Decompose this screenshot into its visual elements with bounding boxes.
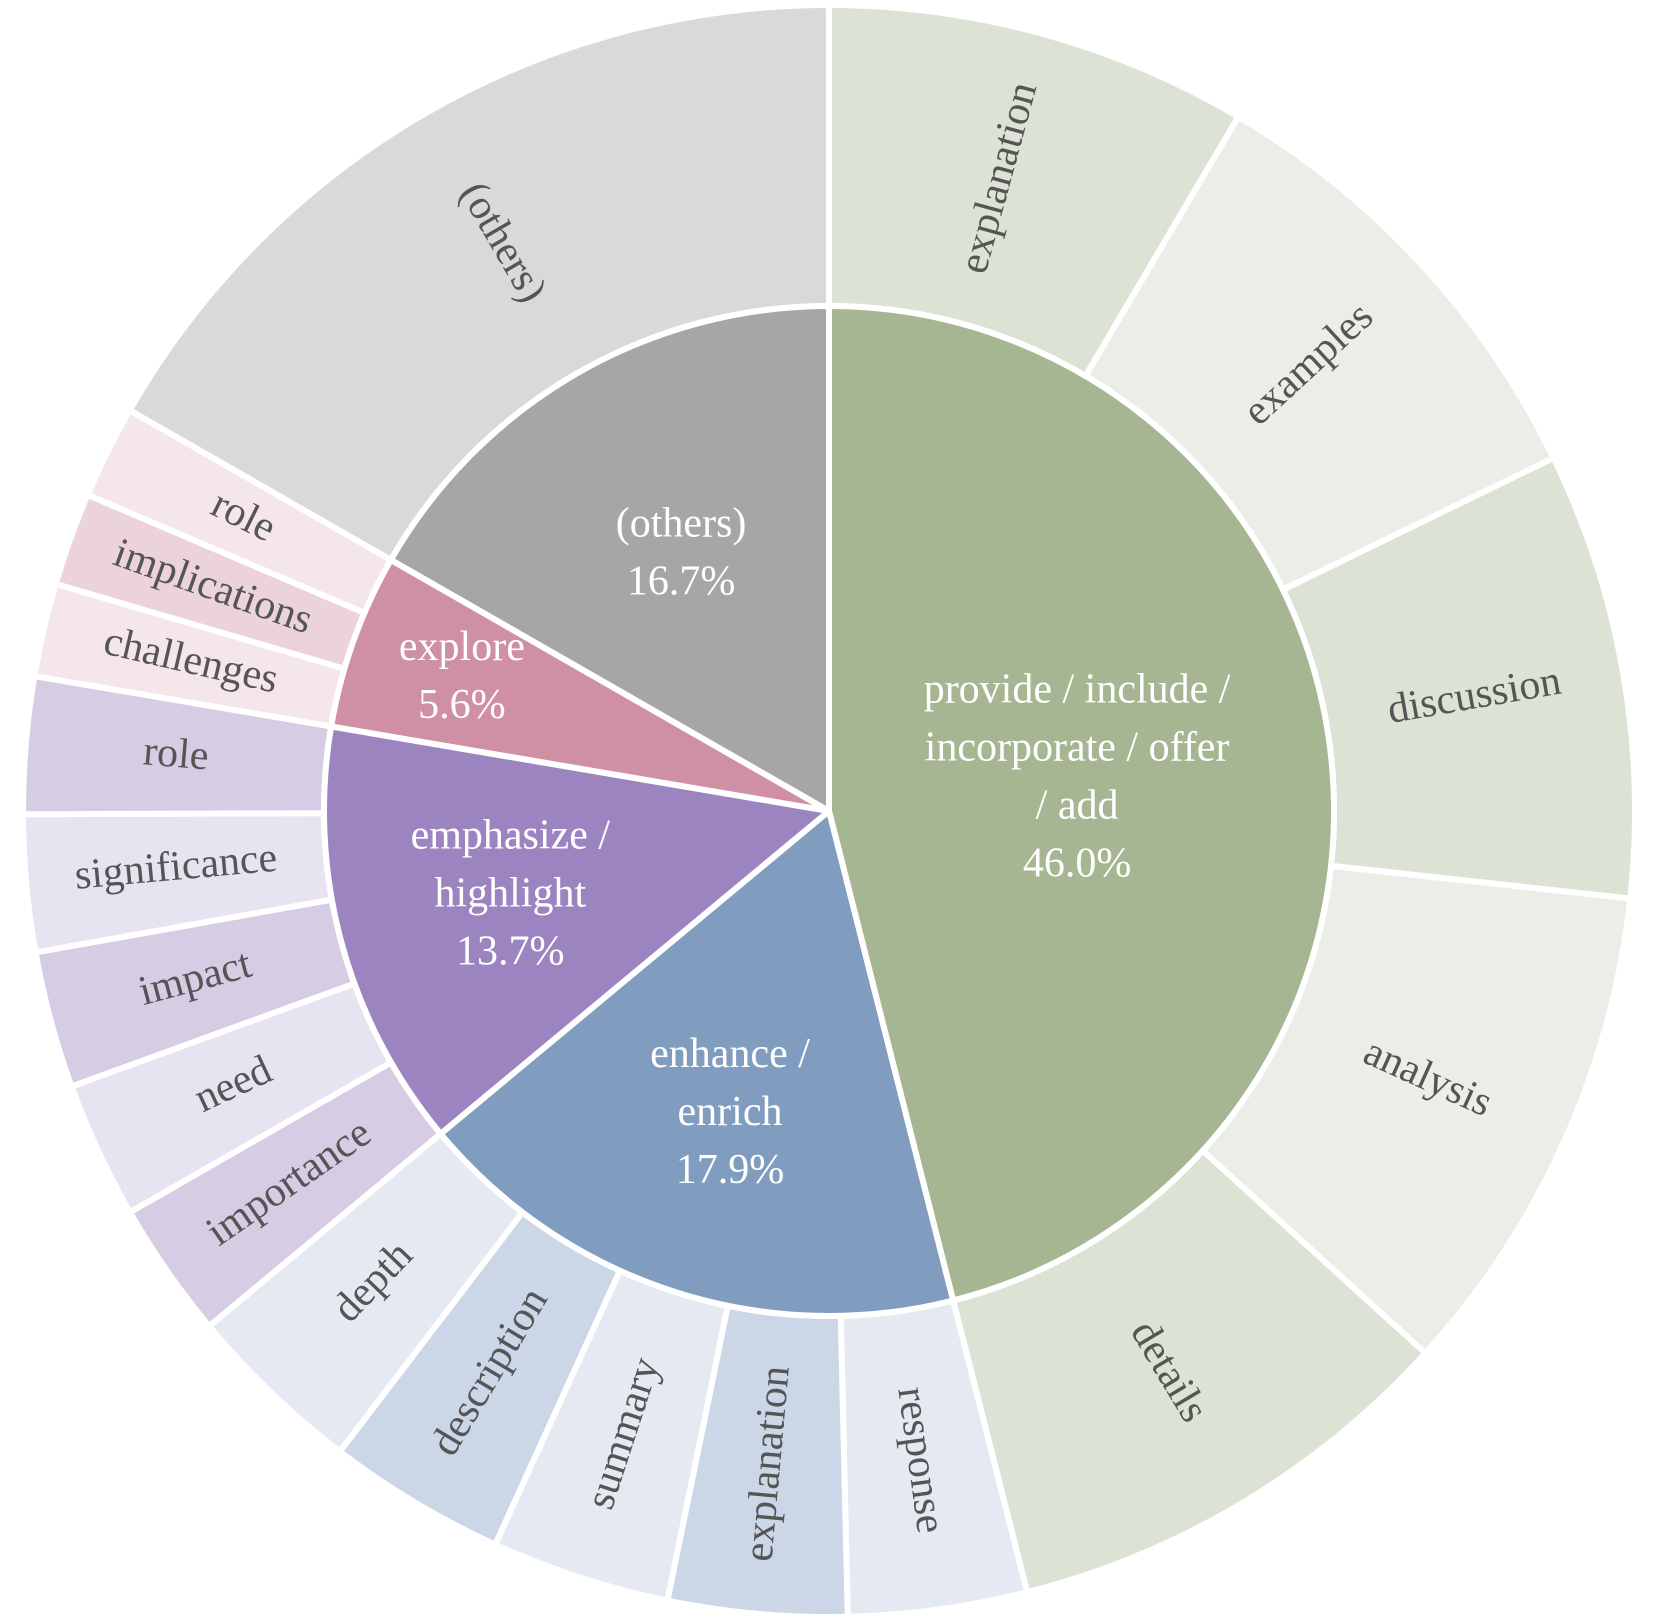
inner-segment-others bbox=[387, 303, 832, 814]
inner-label-explore: explore 5.6% bbox=[399, 624, 525, 728]
inner-label-emphasize-highlight: emphasize / highlight 13.7% bbox=[411, 812, 611, 974]
inner-segment-emphasize-highlight bbox=[321, 723, 832, 1137]
outer-label-role: role bbox=[142, 728, 211, 779]
inner-segment-explore bbox=[328, 556, 832, 814]
inner-segment-enhance-enrich bbox=[437, 808, 957, 1319]
inner-label-provide-include-incorporate-offer-add: provide / include / incorporate / offer / … bbox=[924, 667, 1231, 887]
inner-label-others: (others) 16.7% bbox=[616, 500, 747, 604]
inner-segment-provide-include-incorporate-offer-add bbox=[826, 303, 1338, 1304]
inner-label-enhance-enrich: enhance / enrich 17.9% bbox=[650, 1031, 810, 1193]
